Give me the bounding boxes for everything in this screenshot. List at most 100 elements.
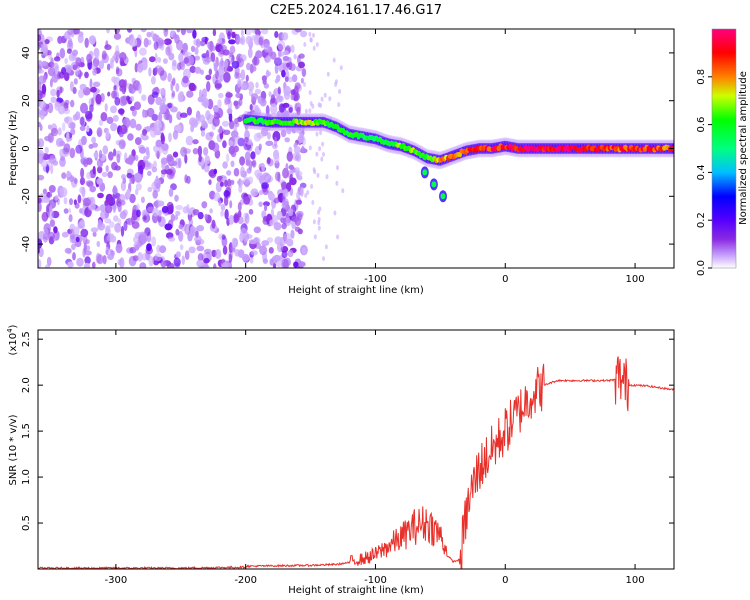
noise-speckle [186,29,194,34]
branch-core [422,169,428,176]
noise-speckle [234,118,239,125]
noise-speckle [153,160,157,169]
noise-speckle [78,89,84,99]
noise-speckle [52,62,59,71]
noise-speckle [114,97,121,106]
noise-speckle [284,137,291,143]
noise-speckle [221,262,228,268]
noise-speckle [177,158,182,169]
noise-speckle [173,257,181,267]
noise-speckle [213,168,218,175]
noise-speckle [56,89,60,98]
noise-speckle [68,214,73,223]
noise-speckle [136,209,141,218]
noise-speckle [168,188,174,197]
colorbar-frame [711,28,737,269]
noise-speckle [302,247,306,255]
noise-speckle [289,177,297,186]
noise-speckle [167,72,172,83]
noise-speckle [126,172,133,179]
noise-speckle [220,204,226,211]
noise-speckle [310,184,314,189]
noise-speckle [83,159,89,168]
colorbar-tick-label: 0.6 [696,117,707,133]
noise-speckle [112,185,118,195]
noise-speckle [227,178,232,187]
noise-speckle [293,261,299,268]
noise-speckle [137,251,143,262]
noise-speckle [57,127,62,136]
noise-speckle [239,227,248,238]
noise-speckle [281,222,287,230]
noise-speckle [160,157,168,165]
noise-speckle [182,42,188,53]
noise-speckle [186,175,191,184]
noise-speckle [288,164,294,170]
noise-speckle [75,57,82,67]
noise-speckle [250,250,258,256]
noise-speckle [90,86,97,93]
noise-speckle [104,218,112,224]
noise-speckle [151,166,158,173]
noise-speckle [294,167,300,174]
noise-speckle [116,153,121,164]
noise-speckle [315,42,319,47]
noise-speckle [177,92,184,103]
noise-speckle [190,229,195,238]
noise-speckle [84,71,89,79]
noise-speckle [194,46,199,55]
noise-speckle [213,263,217,268]
noise-speckle [254,104,259,115]
noise-speckle [184,250,190,260]
noise-speckle [115,243,123,254]
colorbar-tick-label: 0.0 [696,260,707,276]
noise-speckle [164,29,168,33]
noise-speckle [147,186,153,193]
noise-speckle [199,259,203,268]
noise-speckle [264,204,268,212]
noise-speckle [75,111,81,120]
noise-speckle [91,142,98,148]
noise-speckle [38,89,43,100]
noise-speckle [198,154,202,163]
noise-speckle [290,89,296,95]
noise-speckle [59,148,64,157]
noise-speckle [244,213,250,224]
noise-speckle [223,71,231,83]
noise-speckle [304,108,308,114]
noise-speckle [54,101,60,111]
noise-speckle [178,224,184,230]
noise-speckle [231,60,240,69]
noise-speckle [211,219,216,229]
noise-speckle [89,185,96,193]
noise-speckle [303,82,306,87]
noise-speckle [73,29,80,35]
noise-speckle [155,182,161,189]
noise-speckle [203,147,209,156]
noise-speckle [251,191,256,198]
noise-speckle [55,194,59,201]
noise-speckle [261,182,269,190]
noise-speckle [244,136,249,143]
noise-speckle [308,31,312,37]
noise-speckle [76,257,84,267]
noise-speckle [141,94,147,101]
snr-data [38,356,674,569]
noise-speckle [147,170,152,177]
noise-speckle [101,171,108,178]
noise-speckle [312,167,316,173]
y-tick-label: 2.5 [21,331,32,347]
noise-speckle [121,84,127,95]
noise-speckle [157,57,162,63]
noise-speckle [113,76,121,88]
noise-speckle [266,157,271,165]
noise-speckle [233,100,239,107]
noise-speckle [86,172,92,180]
noise-speckle [70,122,76,130]
noise-speckle [281,250,288,259]
noise-speckle [280,129,287,138]
noise-speckle [74,202,80,209]
noise-speckle [97,222,106,231]
noise-speckle [283,85,291,96]
noise-speckle [259,245,268,256]
